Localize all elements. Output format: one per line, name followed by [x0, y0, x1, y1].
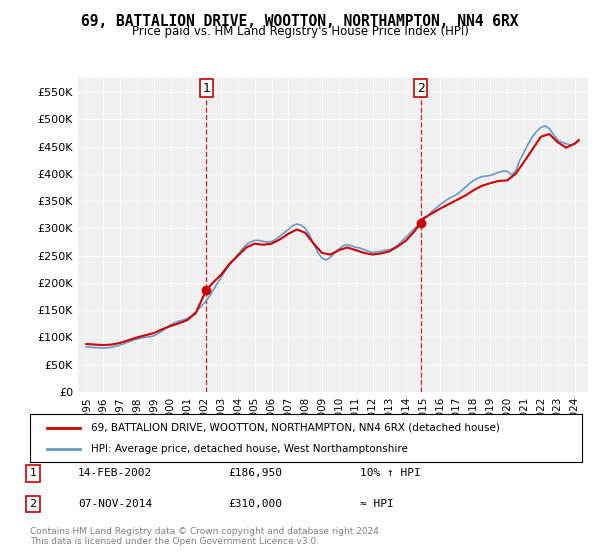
Text: Contains HM Land Registry data © Crown copyright and database right 2024.
This d: Contains HM Land Registry data © Crown c…	[30, 526, 382, 546]
Text: 69, BATTALION DRIVE, WOOTTON, NORTHAMPTON, NN4 6RX (detached house): 69, BATTALION DRIVE, WOOTTON, NORTHAMPTO…	[91, 423, 500, 433]
Text: £310,000: £310,000	[228, 499, 282, 509]
Text: 07-NOV-2014: 07-NOV-2014	[78, 499, 152, 509]
Text: 1: 1	[29, 468, 37, 478]
Text: 2: 2	[29, 499, 37, 509]
Text: £186,950: £186,950	[228, 468, 282, 478]
Text: 2: 2	[417, 82, 425, 95]
Text: Price paid vs. HM Land Registry's House Price Index (HPI): Price paid vs. HM Land Registry's House …	[131, 25, 469, 38]
Text: ≈ HPI: ≈ HPI	[360, 499, 394, 509]
Text: 69, BATTALION DRIVE, WOOTTON, NORTHAMPTON, NN4 6RX: 69, BATTALION DRIVE, WOOTTON, NORTHAMPTO…	[81, 14, 519, 29]
Text: 14-FEB-2002: 14-FEB-2002	[78, 468, 152, 478]
Text: 1: 1	[202, 82, 210, 95]
Text: 10% ↑ HPI: 10% ↑ HPI	[360, 468, 421, 478]
Text: HPI: Average price, detached house, West Northamptonshire: HPI: Average price, detached house, West…	[91, 444, 407, 454]
